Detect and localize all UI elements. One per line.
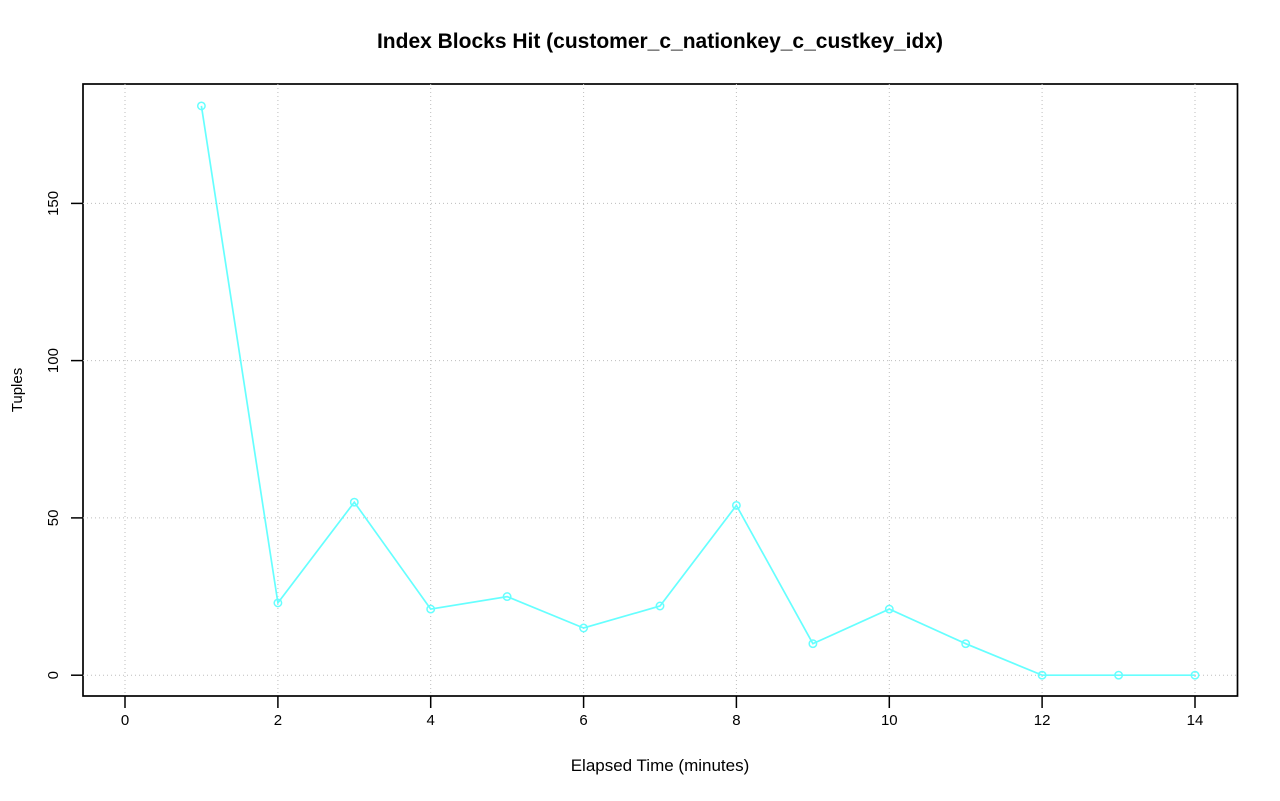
svg-text:6: 6 (579, 712, 587, 729)
svg-text:50: 50 (45, 510, 62, 527)
svg-text:0: 0 (45, 671, 62, 679)
svg-text:100: 100 (45, 348, 62, 373)
svg-text:4: 4 (427, 712, 435, 729)
svg-text:10: 10 (881, 712, 898, 729)
svg-text:Elapsed Time (minutes): Elapsed Time (minutes) (571, 756, 750, 775)
svg-text:2: 2 (274, 712, 282, 729)
svg-text:150: 150 (45, 191, 62, 216)
svg-text:14: 14 (1187, 712, 1204, 729)
svg-text:0: 0 (121, 712, 129, 729)
svg-text:8: 8 (732, 712, 740, 729)
svg-text:Tuples: Tuples (9, 368, 26, 412)
svg-text:Index Blocks Hit (customer_c_n: Index Blocks Hit (customer_c_nationkey_c… (377, 30, 943, 53)
svg-text:12: 12 (1034, 712, 1051, 729)
